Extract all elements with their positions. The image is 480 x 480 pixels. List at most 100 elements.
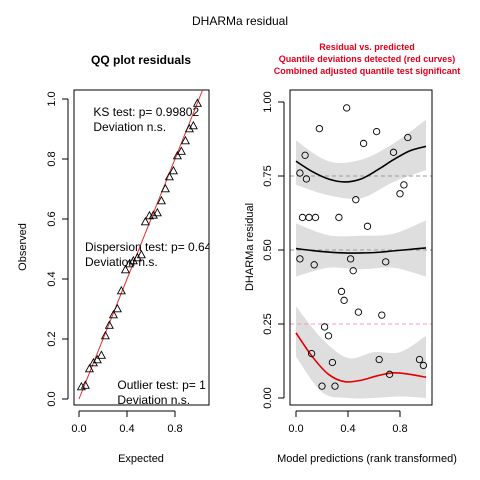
qq-point bbox=[112, 303, 122, 313]
quantile-bands-layer bbox=[296, 119, 426, 399]
qq-point bbox=[128, 255, 138, 265]
qq-points-layer bbox=[76, 98, 202, 391]
qq-annotation-text: Deviation n.s. bbox=[85, 255, 158, 269]
qq-point bbox=[120, 264, 130, 274]
qq-point bbox=[176, 146, 186, 155]
residual-point bbox=[385, 370, 394, 378]
qq-y-tick-label: 1.0 bbox=[46, 91, 58, 106]
residual-point bbox=[296, 255, 304, 263]
qq-point bbox=[116, 285, 126, 295]
qq-panel: QQ plot residuals KS test: p= 0.99802Dev… bbox=[17, 53, 212, 465]
qq-point bbox=[164, 171, 174, 181]
quantile-confidence-band bbox=[296, 306, 426, 399]
residual-point bbox=[335, 213, 343, 222]
residual-x-axis: 0.0 0.4 0.8 bbox=[288, 410, 408, 435]
qq-reference-line bbox=[78, 89, 204, 400]
qq-point bbox=[156, 195, 166, 205]
residual-x-tick-label: 0.8 bbox=[392, 423, 407, 435]
residual-point bbox=[382, 258, 390, 266]
qq-annotation-text: KS test: p= 0.99802 bbox=[93, 105, 199, 119]
qq-point bbox=[180, 135, 190, 145]
residual-x-tick-label: 0.0 bbox=[288, 423, 303, 435]
qq-annotation-text: Deviation n.s. bbox=[93, 120, 166, 134]
qq-y-tick-label: 0.6 bbox=[46, 211, 58, 226]
residual-x-axis-label: Model predictions (rank transformed) bbox=[277, 453, 457, 465]
residual-point bbox=[349, 267, 357, 275]
residual-point bbox=[354, 308, 363, 316]
residual-point bbox=[372, 127, 381, 136]
residual-point bbox=[302, 175, 311, 183]
figure-title: DHARMa residual bbox=[192, 14, 288, 28]
residual-point bbox=[419, 361, 428, 370]
residual-point bbox=[305, 213, 313, 222]
residual-point bbox=[307, 349, 316, 358]
qq-point bbox=[152, 207, 162, 217]
residual-point bbox=[311, 213, 320, 222]
qq-point bbox=[172, 150, 182, 160]
residual-point bbox=[359, 139, 368, 148]
quantile-curve bbox=[295, 247, 427, 254]
qq-point bbox=[100, 330, 110, 340]
quantile-curve bbox=[295, 332, 427, 383]
qq-x-axis-label: Expected bbox=[118, 453, 164, 465]
qq-annotation-text: Dispersion test: p= 0.64 bbox=[85, 240, 212, 254]
qq-y-tick-label: 0.8 bbox=[46, 151, 58, 166]
quantile-curve bbox=[295, 145, 427, 183]
qq-annotation-text: Deviation n.s. bbox=[117, 393, 190, 407]
qq-point bbox=[80, 380, 90, 389]
residual-point bbox=[352, 196, 360, 204]
residual-point bbox=[346, 255, 355, 263]
quantile-confidence-band bbox=[296, 220, 426, 277]
residual-point bbox=[378, 311, 386, 319]
residual-points-layer bbox=[296, 104, 428, 390]
residual-point bbox=[310, 261, 318, 269]
qq-point bbox=[96, 350, 106, 359]
residual-point bbox=[375, 355, 383, 364]
residual-panel: Residual vs. predicted Quantile deviatio… bbox=[244, 42, 460, 465]
qq-point bbox=[160, 183, 170, 193]
residual-title-line-3: Combined adjusted quantile test signific… bbox=[274, 66, 461, 76]
qq-point bbox=[148, 210, 158, 219]
residual-point bbox=[320, 323, 329, 331]
residual-point bbox=[415, 355, 424, 364]
qq-point bbox=[140, 216, 150, 226]
residual-plot-frame bbox=[289, 89, 433, 406]
qq-point bbox=[76, 381, 86, 391]
residual-point bbox=[343, 104, 351, 112]
residual-point bbox=[389, 148, 398, 156]
qq-point bbox=[84, 363, 94, 373]
residual-point bbox=[324, 332, 333, 340]
qq-point bbox=[88, 357, 98, 367]
qq-x-axis: 0.0 0.4 0.8 bbox=[71, 410, 183, 435]
residual-title-line-1: Residual vs. predicted bbox=[319, 42, 415, 52]
qq-x-tick-label: 0.8 bbox=[167, 423, 182, 435]
residual-point bbox=[328, 358, 337, 367]
residual-point bbox=[318, 382, 326, 390]
residual-y-axis: 0.00 0.25 0.50 0.75 1.00 bbox=[262, 91, 285, 409]
qq-reference-line-layer bbox=[78, 89, 204, 400]
residual-y-axis-label: DHARMa residual bbox=[244, 203, 256, 291]
residual-point bbox=[396, 190, 404, 198]
residual-y-tick-label: 0.50 bbox=[262, 239, 274, 260]
quantile-curves-layer bbox=[295, 145, 427, 383]
residual-point bbox=[337, 287, 346, 296]
qq-point bbox=[104, 320, 114, 329]
residual-point bbox=[331, 382, 339, 390]
residual-x-tick-label: 0.4 bbox=[340, 423, 355, 435]
qq-y-tick-label: 0.0 bbox=[46, 391, 58, 406]
qq-plot-frame bbox=[73, 89, 210, 406]
qq-point bbox=[92, 354, 102, 364]
residual-point bbox=[404, 133, 412, 142]
qq-point bbox=[108, 309, 118, 319]
residual-title-line-2: Quantile deviations detected (red curves… bbox=[279, 54, 456, 64]
qq-point bbox=[132, 252, 142, 262]
residual-point bbox=[301, 151, 309, 159]
qq-point bbox=[184, 123, 194, 133]
residual-y-tick-label: 1.00 bbox=[262, 91, 274, 112]
qq-point bbox=[124, 258, 134, 268]
residual-point bbox=[340, 296, 348, 304]
residual-point bbox=[400, 181, 408, 189]
qq-x-tick-label: 0.4 bbox=[119, 423, 134, 435]
